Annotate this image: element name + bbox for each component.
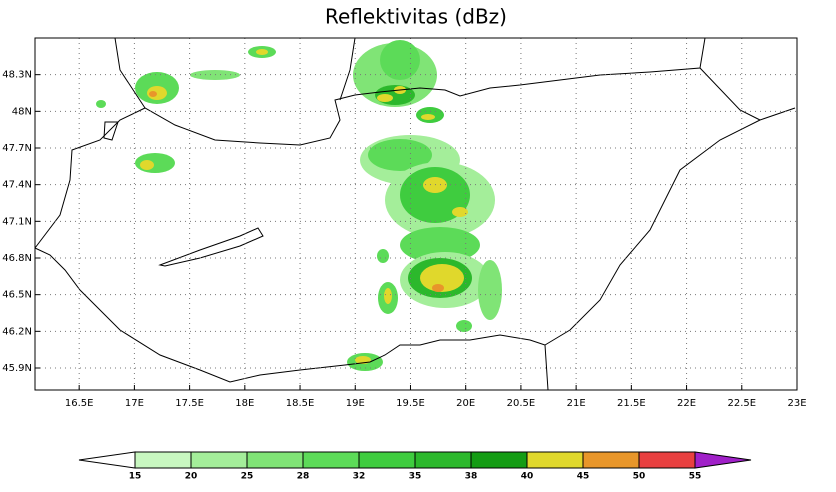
- x-tick-label: 17E: [125, 398, 144, 409]
- x-tick-label: 18.5E: [286, 398, 315, 409]
- y-tick-label: 47.7N: [2, 143, 32, 154]
- x-tick-label: 19.5E: [396, 398, 425, 409]
- x-tick-label: 19E: [346, 398, 365, 409]
- colorbar-label: 45: [577, 472, 590, 482]
- colorbar-segment: [638, 451, 696, 469]
- y-tick-label: 47.1N: [2, 216, 32, 227]
- x-tick-label: 21E: [567, 398, 586, 409]
- y-tick-label: 48N: [12, 106, 32, 117]
- x-tick-label: 22.5E: [727, 398, 756, 409]
- colorbar-label: 55: [689, 472, 702, 482]
- x-tick-label: 18E: [235, 398, 254, 409]
- colorbar-segment: [470, 451, 528, 469]
- x-tick-label: 16.5E: [65, 398, 94, 409]
- colorbar-segment: [134, 451, 192, 469]
- colorbar-label: 28: [297, 472, 310, 482]
- axes: 16.5E 17E 17.5E 18E 18.5E 19E 19.5E 20E 20.5E 21E…: [2, 38, 807, 409]
- colorbar-label: 15: [129, 472, 142, 482]
- colorbar-segment: [246, 451, 304, 469]
- colorbar-label: 25: [241, 472, 254, 482]
- colorbar-segment: [414, 451, 472, 469]
- colorbar-segment: [358, 451, 416, 469]
- plot-frame: [34, 37, 798, 391]
- colorbar-under: [78, 451, 136, 469]
- y-tick-label: 46.5N: [2, 290, 32, 301]
- x-tick-label: 20E: [456, 398, 475, 409]
- map-title: Reflektivitas (dBz): [325, 5, 507, 29]
- colorbar-segment: [302, 451, 360, 469]
- colorbar-label: 35: [409, 472, 422, 482]
- x-tick-label: 20.5E: [507, 398, 536, 409]
- x-tick-label: 21.5E: [617, 398, 646, 409]
- x-tick-label: 23E: [787, 398, 806, 409]
- colorbar-label: 20: [185, 472, 198, 482]
- colorbar-segment: [190, 451, 248, 469]
- x-tick-label: 22E: [677, 398, 696, 409]
- colorbar-label: 50: [633, 472, 646, 482]
- colorbar-segment: [582, 451, 640, 469]
- y-tick-label: 46.2N: [2, 326, 32, 337]
- x-tick-label: 17.5E: [175, 398, 204, 409]
- y-tick-label: 46.8N: [2, 253, 32, 264]
- colorbar-label: 40: [521, 472, 534, 482]
- y-tick-label: 47.4N: [2, 180, 32, 191]
- country-borders: [34, 37, 796, 391]
- colorbar-label: 38: [465, 472, 478, 482]
- y-tick-label: 48.3N: [2, 70, 32, 81]
- y-tick-label: 45.9N: [2, 363, 32, 374]
- colorbar-label: 32: [353, 472, 366, 482]
- colorbar-segment: [526, 451, 584, 469]
- colorbar: 15 20 25 28 32 35 38 40 45 50 55: [78, 451, 752, 482]
- colorbar-over: [694, 451, 752, 469]
